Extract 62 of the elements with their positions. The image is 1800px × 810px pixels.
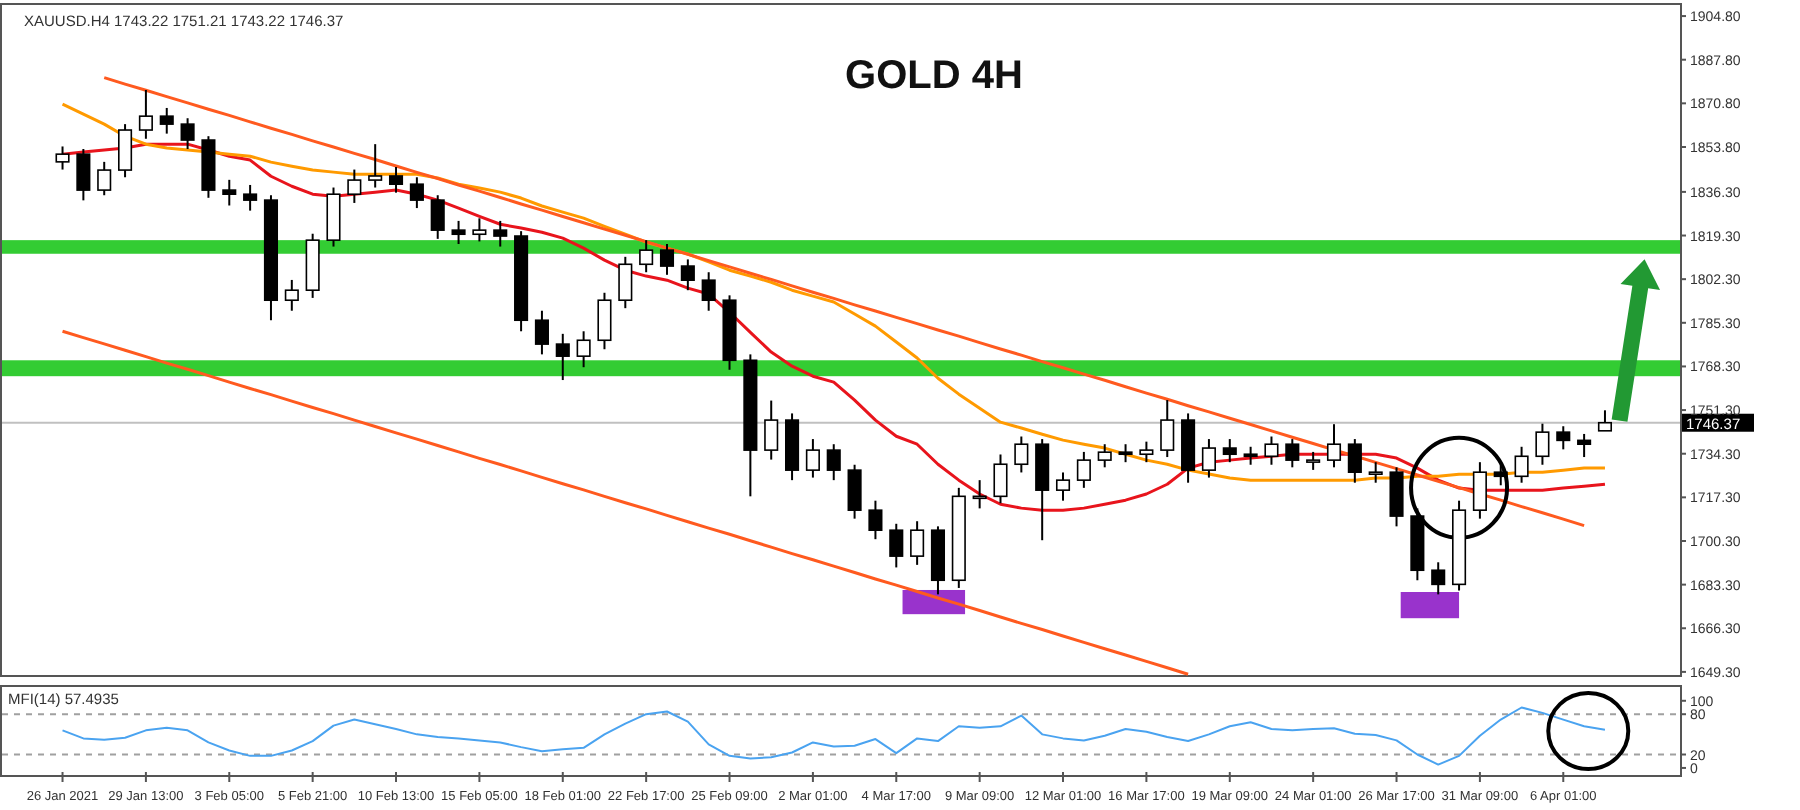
candlestick — [1493, 461, 1508, 487]
candlestick — [97, 160, 112, 197]
candlestick — [576, 330, 591, 369]
candlestick — [555, 332, 570, 382]
candlestick — [1431, 561, 1446, 596]
candlestick — [409, 176, 424, 210]
candlestick — [597, 291, 612, 351]
candlestick — [1472, 461, 1487, 520]
candlestick — [1222, 438, 1237, 464]
candlestick — [868, 499, 883, 541]
candlestick — [910, 520, 925, 566]
candlestick — [701, 271, 716, 312]
candlestick — [118, 123, 133, 179]
text: GOLD 4H — [845, 54, 1023, 98]
candlestick — [1597, 409, 1613, 432]
candlestick — [1577, 432, 1592, 459]
candlestick — [55, 145, 70, 171]
candlestick — [534, 309, 549, 356]
line-series — [61, 706, 1606, 766]
candlestick — [618, 255, 633, 310]
candlestick — [451, 219, 466, 245]
candlestick — [326, 186, 341, 248]
candlestick — [1535, 422, 1550, 466]
candlestick — [222, 178, 237, 207]
candlestick — [1139, 440, 1154, 464]
candlestick — [847, 463, 862, 520]
candlestick — [180, 117, 195, 151]
candlestick — [1201, 438, 1216, 479]
candlestick — [764, 399, 779, 461]
candlestick — [1055, 471, 1071, 502]
candlestick — [493, 219, 508, 248]
candlestick — [284, 278, 299, 312]
candlestick — [138, 88, 153, 140]
candlestick — [1160, 399, 1175, 459]
candlestick — [1285, 438, 1300, 469]
candlestick — [639, 239, 654, 274]
candlestick — [889, 522, 904, 569]
candlestick — [159, 106, 174, 135]
candlestick — [1035, 438, 1050, 542]
candlestick — [1326, 423, 1342, 469]
candlestick — [1514, 445, 1529, 484]
candlestick — [1264, 435, 1279, 466]
candlestick — [472, 217, 487, 243]
candlestick — [993, 453, 1008, 505]
candlestick — [680, 258, 695, 292]
candlestick — [1368, 461, 1383, 484]
candlestick — [1097, 443, 1112, 469]
candlestick — [826, 443, 841, 482]
candlestick — [430, 194, 445, 240]
candlestick — [1389, 466, 1404, 528]
candlestick — [805, 438, 820, 479]
candlestick — [1556, 425, 1571, 451]
candlestick — [1014, 435, 1029, 474]
candlestick — [243, 183, 258, 212]
candlestick — [1076, 450, 1091, 489]
candlestick — [659, 243, 675, 276]
line-series — [61, 329, 1190, 676]
candlestick — [368, 143, 383, 189]
candlestick — [388, 165, 404, 194]
candlestick — [76, 148, 91, 202]
candlestick — [347, 168, 362, 204]
candlestick — [1347, 438, 1362, 484]
